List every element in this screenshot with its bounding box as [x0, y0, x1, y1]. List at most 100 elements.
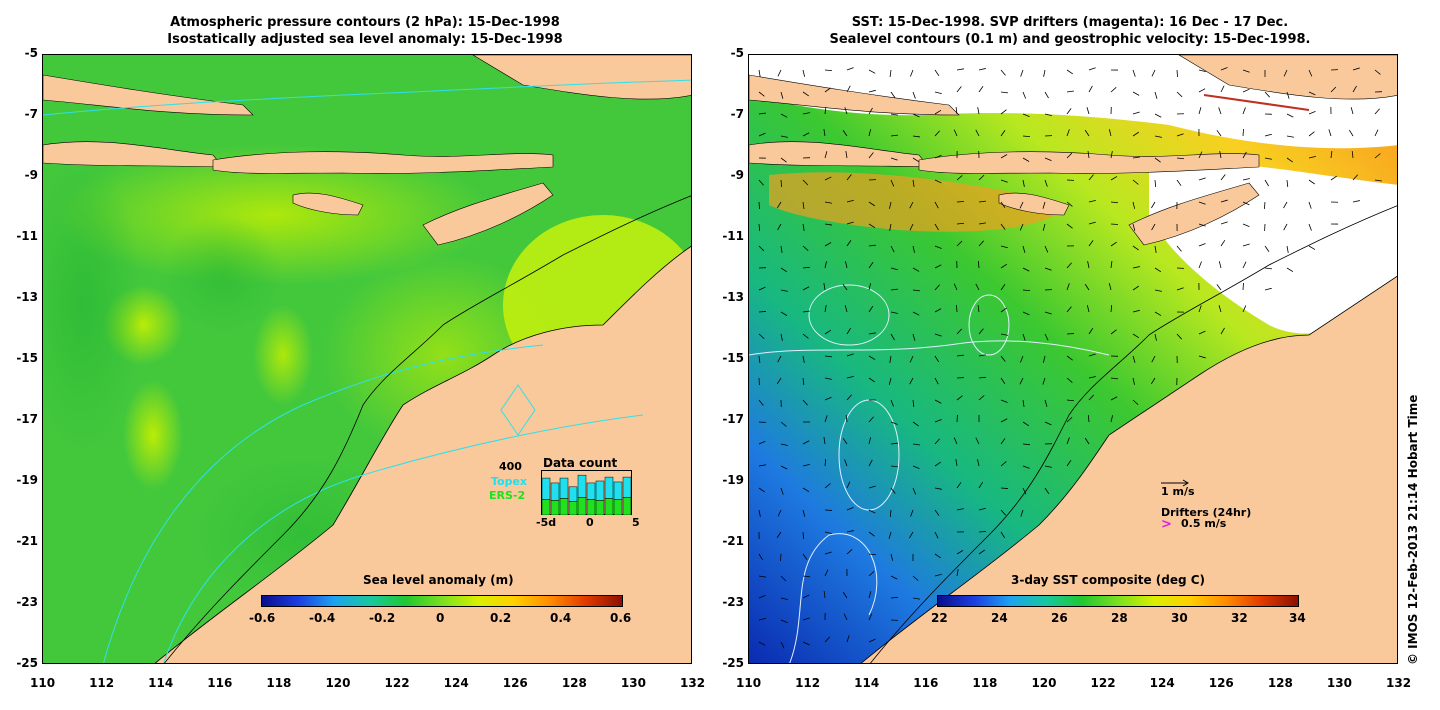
velocity-arrow — [802, 245, 809, 251]
velocity-arrow — [1044, 465, 1052, 468]
velocity-arrow — [975, 437, 980, 445]
velocity-arrow — [1088, 394, 1095, 401]
velocity-arrow — [1000, 355, 1006, 362]
velocity-arrow — [824, 531, 832, 535]
velocity-arrow — [824, 107, 827, 115]
right-y-tick--17: -17 — [722, 412, 744, 426]
velocity-arrow — [824, 329, 832, 335]
data-count-xtick-neg: -5d — [536, 516, 557, 529]
velocity-arrow — [1044, 113, 1052, 117]
velocity-arrow — [1000, 263, 1008, 269]
velocity-arrow — [1218, 305, 1222, 313]
velocity-arrow — [912, 399, 915, 408]
velocity-arrow — [1132, 333, 1140, 339]
velocity-arrow — [1132, 201, 1136, 209]
right-x-tick-112: 112 — [795, 676, 821, 690]
velocity-arrow — [1000, 307, 1007, 313]
velocity-arrow — [1283, 201, 1288, 209]
left-cbar-tick: -0.4 — [309, 611, 336, 625]
velocity-arrow — [1154, 157, 1161, 163]
velocity-arrow — [1066, 437, 1070, 445]
velocity-arrow — [1044, 311, 1052, 315]
velocity-arrow — [1132, 111, 1140, 115]
right-title-line1: SST: 15-Dec-1998. SVP drifters (magenta)… — [851, 15, 1289, 30]
velocity-arrow — [1264, 91, 1271, 98]
histogram-bar-topex — [559, 477, 569, 499]
velocity-arrow — [1019, 201, 1024, 209]
velocity-arrow — [1110, 151, 1113, 159]
velocity-arrow — [1022, 135, 1031, 138]
velocity-arrow — [1330, 86, 1337, 93]
velocity-arrow — [1132, 377, 1135, 385]
anomaly-high-mid — [253, 305, 313, 405]
velocity-arrow — [802, 617, 810, 621]
velocity-arrow — [978, 200, 986, 203]
velocity-arrow — [868, 332, 876, 335]
velocity-arrow — [1154, 91, 1158, 99]
velocity-arrow — [1110, 304, 1113, 313]
right-y-tick--21: -21 — [722, 534, 744, 548]
velocity-arrow — [1066, 108, 1072, 115]
velocity-arrow — [912, 443, 920, 446]
velocity-arrow — [824, 636, 831, 643]
velocity-arrow — [1000, 377, 1006, 385]
velocity-arrow — [846, 635, 850, 643]
velocity-arrow — [1022, 267, 1030, 272]
velocity-arrow — [845, 415, 848, 423]
velocity-arrow — [889, 355, 892, 363]
velocity-arrow — [934, 264, 942, 269]
velocity-arrow — [1066, 355, 1073, 361]
velocity-arrow — [1044, 245, 1049, 253]
velocity-arrow — [934, 487, 942, 490]
right-cbar-tick: 34 — [1289, 611, 1306, 625]
velocity-arrow — [953, 283, 958, 291]
velocity-arrow — [1286, 267, 1294, 273]
velocity-arrow — [1088, 221, 1096, 225]
velocity-arrow — [1374, 108, 1380, 115]
velocity-arrow — [1022, 333, 1026, 341]
velocity-arrow — [758, 617, 766, 621]
right-y-tick--9: -9 — [730, 168, 744, 182]
right-cbar-tick: 30 — [1171, 611, 1188, 625]
velocity-arrow — [780, 575, 787, 582]
velocity-arrow — [1132, 223, 1136, 231]
velocity-arrow — [758, 575, 766, 578]
velocity-arrow — [1132, 91, 1140, 96]
velocity-arrow — [1328, 129, 1332, 137]
left-cbar-tick: 0.4 — [550, 611, 572, 625]
data-count-histogram — [541, 470, 632, 515]
velocity-arrow — [934, 245, 942, 249]
velocity-arrow — [1154, 135, 1162, 138]
velocity-arrow — [1242, 178, 1250, 181]
velocity-arrow — [890, 267, 898, 271]
velocity-arrow — [1198, 261, 1202, 269]
velocity-arrow — [868, 437, 872, 445]
velocity-arrow — [1022, 289, 1031, 292]
velocity-arrow — [978, 395, 985, 401]
velocity-arrow — [934, 333, 942, 337]
velocity-arrow — [780, 245, 783, 253]
velocity-arrow — [978, 376, 987, 379]
velocity-arrow — [910, 69, 914, 77]
velocity-arrow — [846, 530, 854, 533]
velocity-arrow — [1000, 223, 1006, 230]
left-y-tick--7: -7 — [24, 107, 38, 121]
velocity-arrow — [824, 569, 829, 577]
right-x-tick-126: 126 — [1208, 676, 1234, 690]
velocity-arrow — [758, 132, 766, 137]
velocity-arrow — [758, 286, 766, 291]
left-x-tick-110: 110 — [30, 676, 56, 690]
velocity-arrow — [824, 151, 828, 159]
velocity-arrow — [975, 283, 980, 291]
velocity-arrow — [1066, 399, 1075, 402]
velocity-arrow — [802, 377, 805, 385]
velocity-arrow — [1198, 88, 1206, 93]
velocity-arrow — [1020, 69, 1024, 77]
velocity-arrow — [1242, 151, 1247, 159]
velocity-arrow — [1132, 245, 1139, 251]
velocity-arrow — [1000, 531, 1006, 539]
velocity-arrow — [934, 531, 939, 539]
velocity-arrow — [824, 305, 827, 313]
velocity-arrow — [890, 134, 898, 137]
velocity-arrow — [802, 487, 810, 493]
